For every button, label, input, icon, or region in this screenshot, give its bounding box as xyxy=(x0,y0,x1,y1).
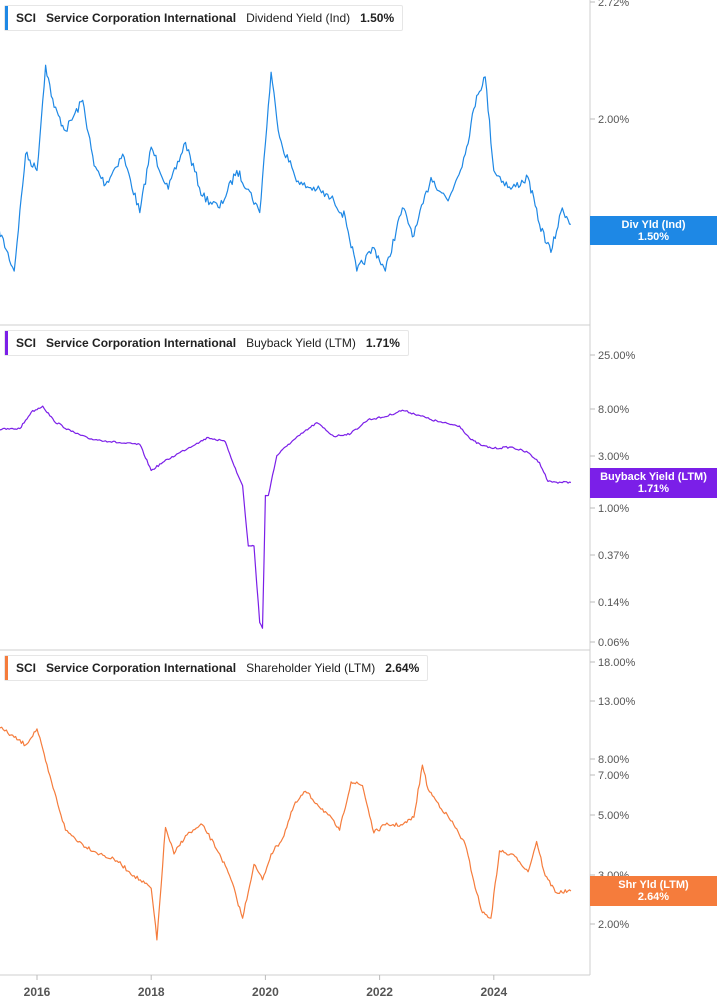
dividend-yield-line xyxy=(0,64,571,272)
y-tick-label: 8.00% xyxy=(598,404,629,416)
ticker-label: SCI xyxy=(16,11,37,25)
legend-chip-dividend[interactable]: SCI Service Corporation International Di… xyxy=(4,5,404,31)
ticker-label: SCI xyxy=(16,661,37,675)
value-tag-value: 1.71% xyxy=(637,483,670,495)
buyback-yield-line xyxy=(0,405,572,629)
company-name: Service Corporation International xyxy=(46,336,237,350)
value-tag-dividend: Div Yld (Ind) 1.50% xyxy=(590,216,717,245)
company-name: Service Corporation International xyxy=(46,661,237,675)
metric-value: 2.64% xyxy=(385,661,420,675)
y-tick-label: 1.00% xyxy=(598,503,629,515)
series-layer xyxy=(0,64,572,941)
value-tag-label: Shr Yld (LTM) xyxy=(618,879,689,891)
company-name: Service Corporation International xyxy=(46,11,237,25)
legend-chip-shareholder[interactable]: SCI Service Corporation International Sh… xyxy=(4,655,429,681)
value-tag-label: Div Yld (Ind) xyxy=(621,219,686,231)
metric-name: Dividend Yield (Ind) xyxy=(246,11,351,25)
y-tick-label: 2.00% xyxy=(598,919,629,931)
axis-layer: 2.72% 2.00% 25.00% 8.00% 3.00% 1.00% 0.37% 0.14… xyxy=(24,0,636,999)
series-color-swatch xyxy=(5,656,8,680)
y-tick-label: 2.00% xyxy=(598,114,629,126)
ticker-label: SCI xyxy=(16,336,37,350)
x-tick-label: 2016 xyxy=(24,985,51,999)
y-tick-label: 13.00% xyxy=(598,696,636,708)
y-tick-label: 0.06% xyxy=(598,637,629,649)
y-tick-label: 0.14% xyxy=(598,597,629,609)
series-color-swatch xyxy=(5,6,8,30)
value-tag-value: 1.50% xyxy=(637,231,670,243)
value-tag-value: 2.64% xyxy=(637,891,670,903)
metric-name: Buyback Yield (LTM) xyxy=(246,336,356,350)
metric-value: 1.71% xyxy=(365,336,400,350)
x-tick-label: 2024 xyxy=(480,985,507,999)
grid-lines xyxy=(0,0,591,976)
y-tick-label: 8.00% xyxy=(598,754,629,766)
value-tag-shareholder: Shr Yld (LTM) 2.64% xyxy=(590,876,717,906)
value-tag-label: Buyback Yield (LTM) xyxy=(600,471,707,483)
y-tick-label: 0.37% xyxy=(598,550,629,562)
y-tick-label: 2.72% xyxy=(598,0,629,9)
x-tick-label: 2018 xyxy=(138,985,165,999)
x-tick-label: 2020 xyxy=(252,985,279,999)
y-tick-label: 18.00% xyxy=(598,657,636,669)
value-tag-buyback: Buyback Yield (LTM) 1.71% xyxy=(590,468,717,498)
y-tick-label: 25.00% xyxy=(598,350,636,362)
y-tick-label: 3.00% xyxy=(598,451,629,463)
metric-name: Shareholder Yield (LTM) xyxy=(246,661,376,675)
x-tick-label: 2022 xyxy=(366,985,393,999)
y-tick-label: 7.00% xyxy=(598,770,629,782)
series-color-swatch xyxy=(5,331,8,355)
y-tick-label: 5.00% xyxy=(598,810,629,822)
legend-chip-buyback[interactable]: SCI Service Corporation International Bu… xyxy=(4,330,409,356)
metric-value: 1.50% xyxy=(360,11,395,25)
shareholder-yield-line xyxy=(0,726,572,941)
